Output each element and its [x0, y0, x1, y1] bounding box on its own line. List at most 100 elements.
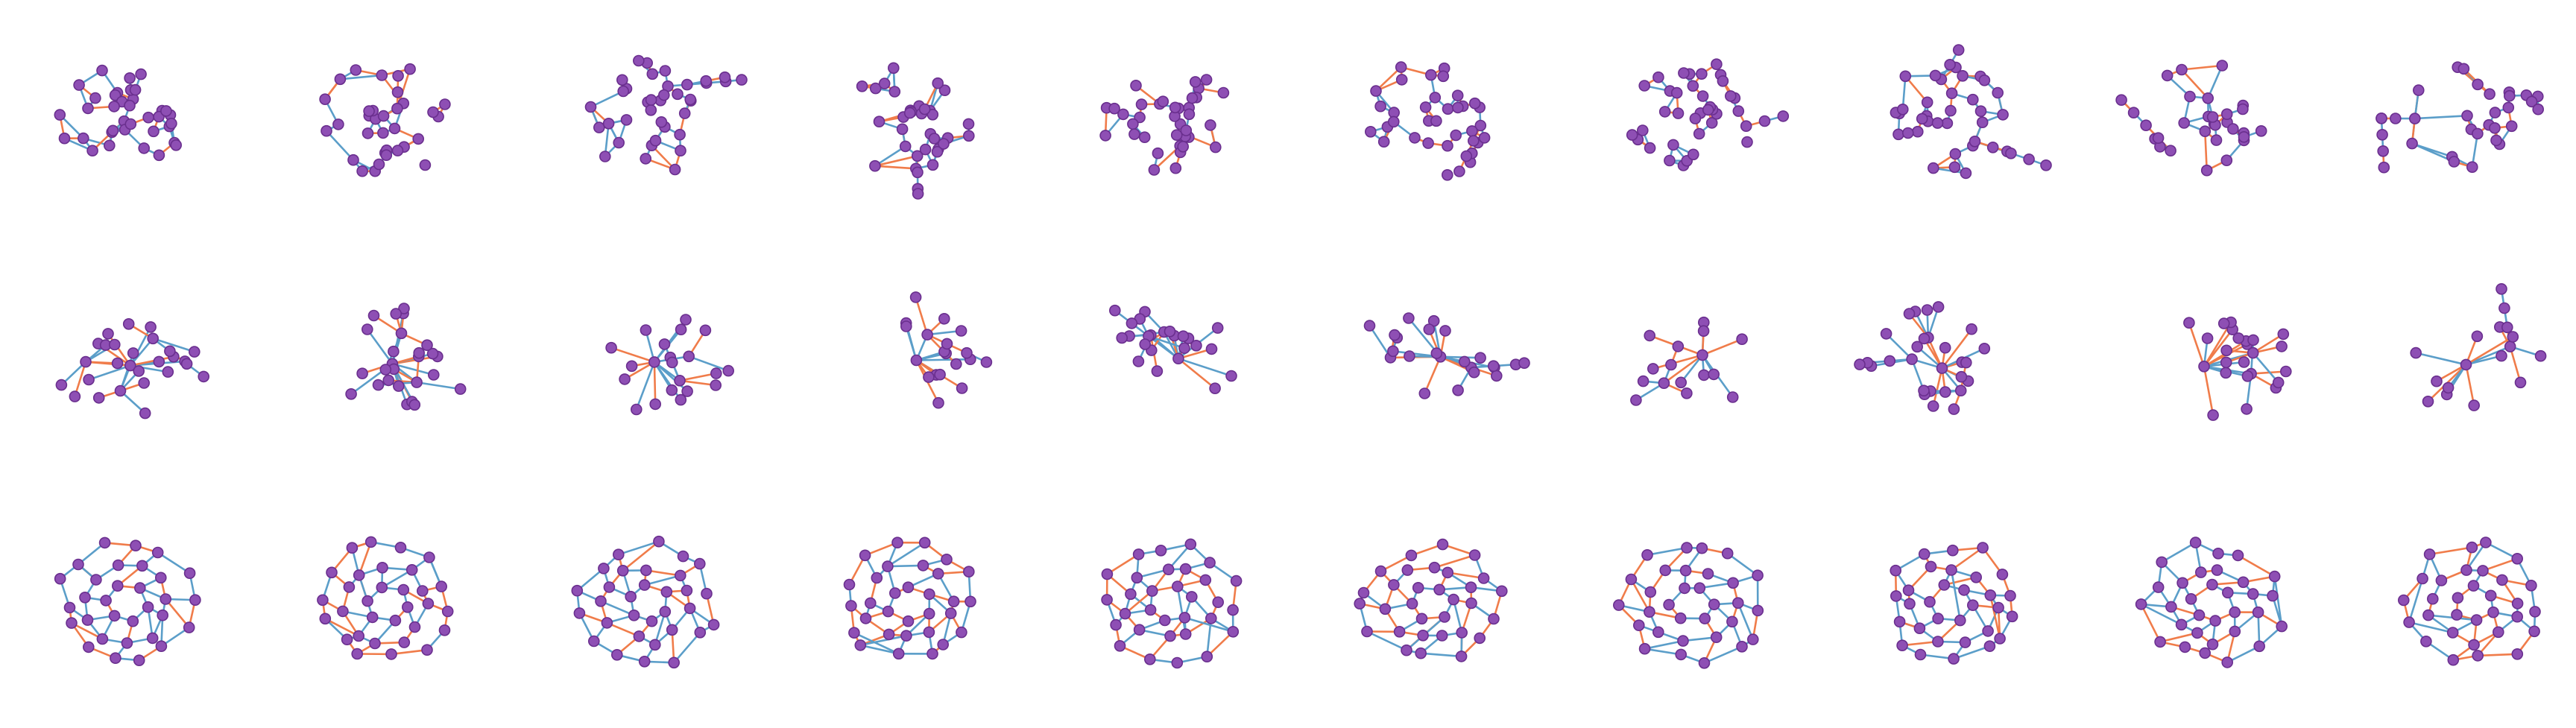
graph-node	[2238, 131, 2250, 143]
graph-node	[871, 572, 883, 584]
graph-node	[364, 536, 377, 548]
graph-node	[882, 560, 894, 572]
graph-node	[2184, 90, 2196, 103]
graph-node	[910, 354, 923, 367]
graph-edge	[129, 355, 175, 367]
graph-node	[142, 111, 154, 124]
graph-edge	[157, 551, 191, 575]
graph-node	[1452, 384, 1464, 396]
graph-node	[1678, 67, 1690, 79]
graph-node	[1948, 403, 1960, 415]
graph-node	[674, 569, 686, 582]
graph-node	[1854, 358, 1866, 370]
graph-node	[2277, 328, 2290, 341]
graph-node	[2006, 610, 2018, 623]
graph-node	[2176, 577, 2188, 589]
graph-node	[2504, 89, 2516, 102]
graph-node	[1944, 59, 1956, 71]
graph-node	[2237, 103, 2249, 115]
graph-node	[912, 166, 924, 179]
graph-node	[1419, 101, 1432, 113]
graph-node	[58, 132, 71, 145]
graph-node	[1439, 611, 1450, 623]
graph-node	[923, 607, 935, 620]
graph-node	[1190, 339, 1202, 352]
graph-edge	[653, 361, 657, 405]
graph-node	[363, 105, 375, 117]
graph-node	[2466, 161, 2478, 173]
graph-node	[1186, 92, 1199, 104]
graph-node	[675, 393, 687, 406]
graph-node	[2472, 127, 2484, 140]
graph-node	[963, 566, 975, 578]
graph-node	[2423, 548, 2436, 560]
graph-node	[2431, 375, 2443, 387]
graph-node	[1119, 607, 1131, 620]
graph-node	[1732, 597, 1744, 610]
graph-edge	[2237, 554, 2276, 577]
graph-node	[1916, 113, 1928, 125]
graph-node	[681, 78, 693, 91]
graph-node	[54, 572, 66, 585]
graph-node	[1945, 104, 1957, 117]
graph-node	[2161, 69, 2174, 82]
graph-node	[136, 560, 148, 572]
graph-node	[1417, 629, 1429, 642]
graph-node	[965, 595, 976, 608]
graph-node	[183, 567, 196, 580]
graph-node	[1209, 382, 1221, 395]
graph-edge	[1663, 354, 1704, 384]
graph-node	[362, 127, 374, 139]
graph-node	[1401, 644, 1412, 656]
network-graph	[317, 536, 454, 660]
graph-node	[648, 356, 660, 368]
graph-node	[411, 376, 423, 388]
graph-node	[882, 605, 894, 618]
graph-node	[1954, 384, 1967, 397]
graph-node	[1890, 564, 1901, 577]
graph-node	[1978, 342, 1991, 355]
graph-node	[79, 591, 91, 604]
graph-node	[1144, 604, 1157, 616]
graph-node	[1725, 90, 1737, 102]
graph-node	[130, 539, 142, 552]
graph-node	[2490, 134, 2502, 147]
graph-node	[1114, 639, 1126, 652]
graph-node	[1952, 44, 1965, 56]
graph-node	[1896, 639, 1908, 652]
graph-node	[2237, 576, 2250, 589]
graph-node	[909, 291, 922, 303]
graph-node	[111, 357, 124, 370]
graph-node	[683, 350, 695, 363]
graph-node	[932, 77, 944, 89]
graph-node	[72, 558, 84, 571]
graph-edge	[323, 617, 360, 637]
graph-node	[78, 132, 89, 145]
graph-node	[1474, 632, 1486, 645]
graph-node	[1693, 127, 1705, 140]
graph-node	[1928, 162, 1939, 174]
graph-node	[640, 153, 652, 165]
graph-node	[427, 106, 439, 118]
graph-node	[1708, 368, 1720, 381]
graph-node	[398, 303, 410, 314]
graph-node	[1108, 102, 1120, 115]
graph-node	[736, 74, 748, 86]
network-graph	[605, 314, 735, 416]
graph-node	[2377, 145, 2389, 157]
graph-node	[319, 613, 332, 625]
graph-node	[380, 149, 393, 161]
graph-edge	[1206, 630, 1234, 658]
graph-node	[392, 70, 404, 82]
graph-node	[1736, 333, 1748, 346]
graph-node	[1169, 101, 1181, 114]
network-graph	[856, 62, 975, 200]
graph-node	[2206, 638, 2219, 651]
graph-edge	[2180, 69, 2209, 100]
graph-node	[616, 74, 628, 86]
graph-node	[710, 379, 722, 391]
network-graph	[1365, 61, 1491, 181]
graph-edge	[1885, 332, 1913, 361]
graph-node	[2447, 653, 2460, 666]
graph-node	[1101, 568, 1114, 580]
